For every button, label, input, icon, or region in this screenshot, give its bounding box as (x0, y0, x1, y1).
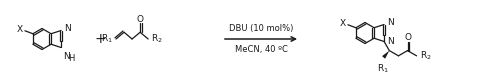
Text: N: N (63, 52, 70, 62)
Text: N: N (387, 37, 394, 46)
Text: X: X (340, 19, 346, 28)
Text: R$_1$: R$_1$ (376, 62, 388, 75)
Text: R$_2$: R$_2$ (420, 50, 432, 62)
Text: DBU (10 mol%): DBU (10 mol%) (229, 24, 293, 33)
Text: R$_2$: R$_2$ (151, 33, 163, 45)
Text: R$_1$: R$_1$ (101, 33, 113, 45)
Text: N: N (64, 24, 71, 33)
Text: X: X (17, 25, 23, 34)
Text: MeCN, 40 ºC: MeCN, 40 ºC (234, 45, 288, 54)
Text: +: + (94, 32, 106, 46)
Polygon shape (382, 51, 390, 59)
Text: O: O (404, 33, 411, 42)
Text: N: N (387, 18, 394, 27)
Text: H: H (68, 55, 74, 63)
Text: O: O (136, 15, 143, 24)
